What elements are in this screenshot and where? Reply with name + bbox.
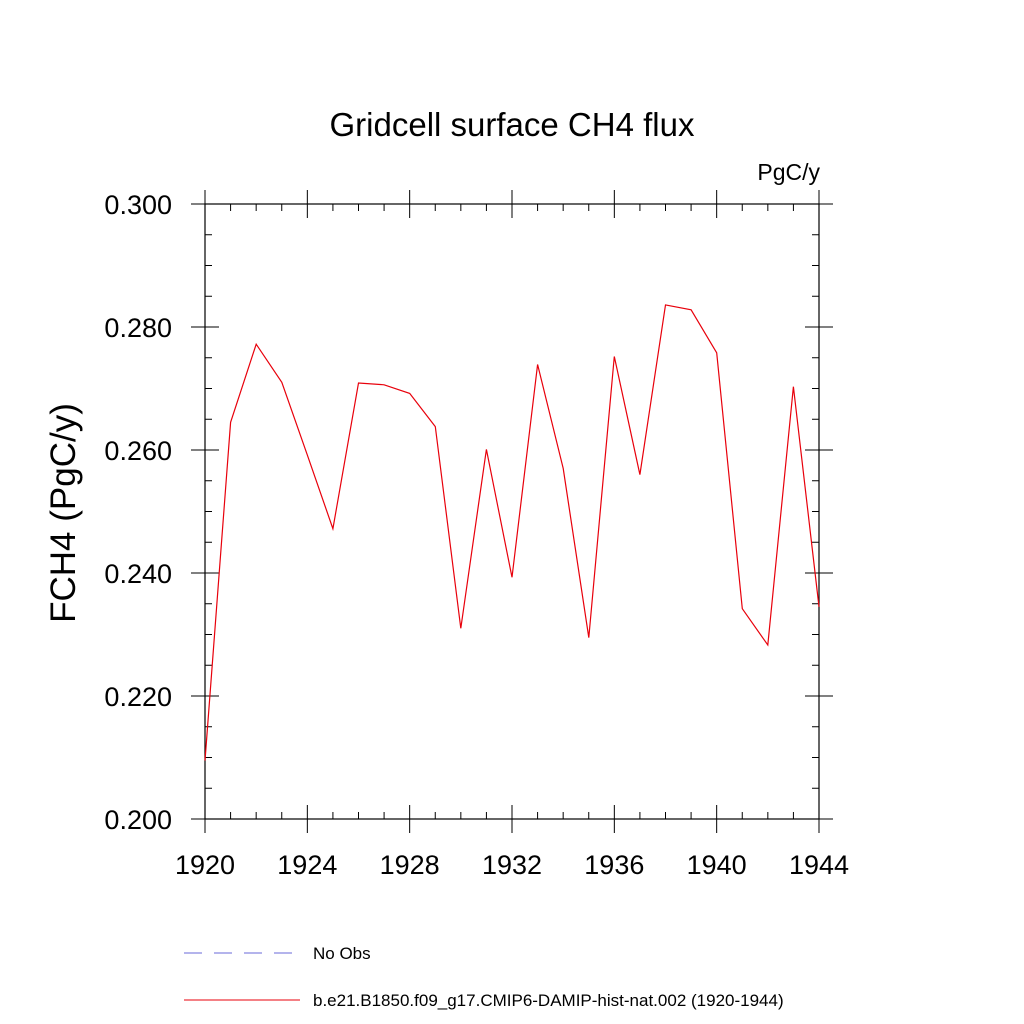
legend-label-0: No Obs bbox=[313, 944, 371, 963]
y-tick-label: 0.220 bbox=[104, 682, 172, 712]
data-point bbox=[280, 381, 283, 384]
chart-title: Gridcell surface CH4 flux bbox=[330, 106, 695, 143]
x-tick-label: 1936 bbox=[584, 850, 644, 880]
x-tick-label: 1944 bbox=[789, 850, 849, 880]
data-point bbox=[229, 421, 232, 424]
data-point bbox=[306, 454, 309, 457]
data-point bbox=[690, 308, 693, 311]
data-point bbox=[485, 448, 488, 451]
axes: 1920 1924 1928 1932 1936 1940 1944 0.200 0.220 0.… bbox=[104, 190, 849, 880]
x-tick-label: 1924 bbox=[277, 850, 337, 880]
data-point bbox=[613, 355, 616, 358]
data-point bbox=[383, 383, 386, 386]
data-point bbox=[255, 343, 258, 346]
data-point bbox=[766, 644, 769, 647]
series-line-1 bbox=[204, 304, 820, 761]
data-point bbox=[434, 425, 437, 428]
plot-frame bbox=[204, 203, 820, 820]
data-point bbox=[562, 467, 565, 470]
y-tick-label: 0.240 bbox=[104, 559, 172, 589]
x-tick-label: 1940 bbox=[687, 850, 747, 880]
y-tick-label: 0.200 bbox=[104, 805, 172, 835]
data-point bbox=[587, 636, 590, 639]
legend-label-1: b.e21.B1850.f09_g17.CMIP6-DAMIP-hist-nat… bbox=[313, 991, 784, 1010]
data-point bbox=[664, 303, 667, 306]
units-label: PgC/y bbox=[757, 159, 820, 185]
series-layer bbox=[204, 303, 821, 762]
y-tick-label: 0.280 bbox=[104, 313, 172, 343]
data-point bbox=[536, 363, 539, 366]
data-point bbox=[408, 392, 411, 395]
x-tick-label: 1932 bbox=[482, 850, 542, 880]
y-tick-label: 0.260 bbox=[104, 436, 172, 466]
legend: No Obs b.e21.B1850.f09_g17.CMIP6-DAMIP-hi… bbox=[184, 944, 784, 1010]
x-tick-label: 1920 bbox=[175, 850, 235, 880]
y-tick-label: 0.300 bbox=[104, 190, 172, 220]
data-point bbox=[792, 385, 795, 388]
data-point bbox=[204, 759, 207, 762]
data-point bbox=[639, 473, 642, 476]
data-point bbox=[715, 351, 718, 354]
x-tick-label: 1928 bbox=[380, 850, 440, 880]
data-point bbox=[511, 576, 514, 579]
data-point bbox=[332, 527, 335, 530]
y-axis-title: FCH4 (PgC/y) bbox=[44, 403, 83, 623]
data-point bbox=[357, 382, 360, 385]
data-point bbox=[818, 605, 821, 608]
data-point bbox=[741, 607, 744, 610]
data-point bbox=[459, 627, 462, 630]
